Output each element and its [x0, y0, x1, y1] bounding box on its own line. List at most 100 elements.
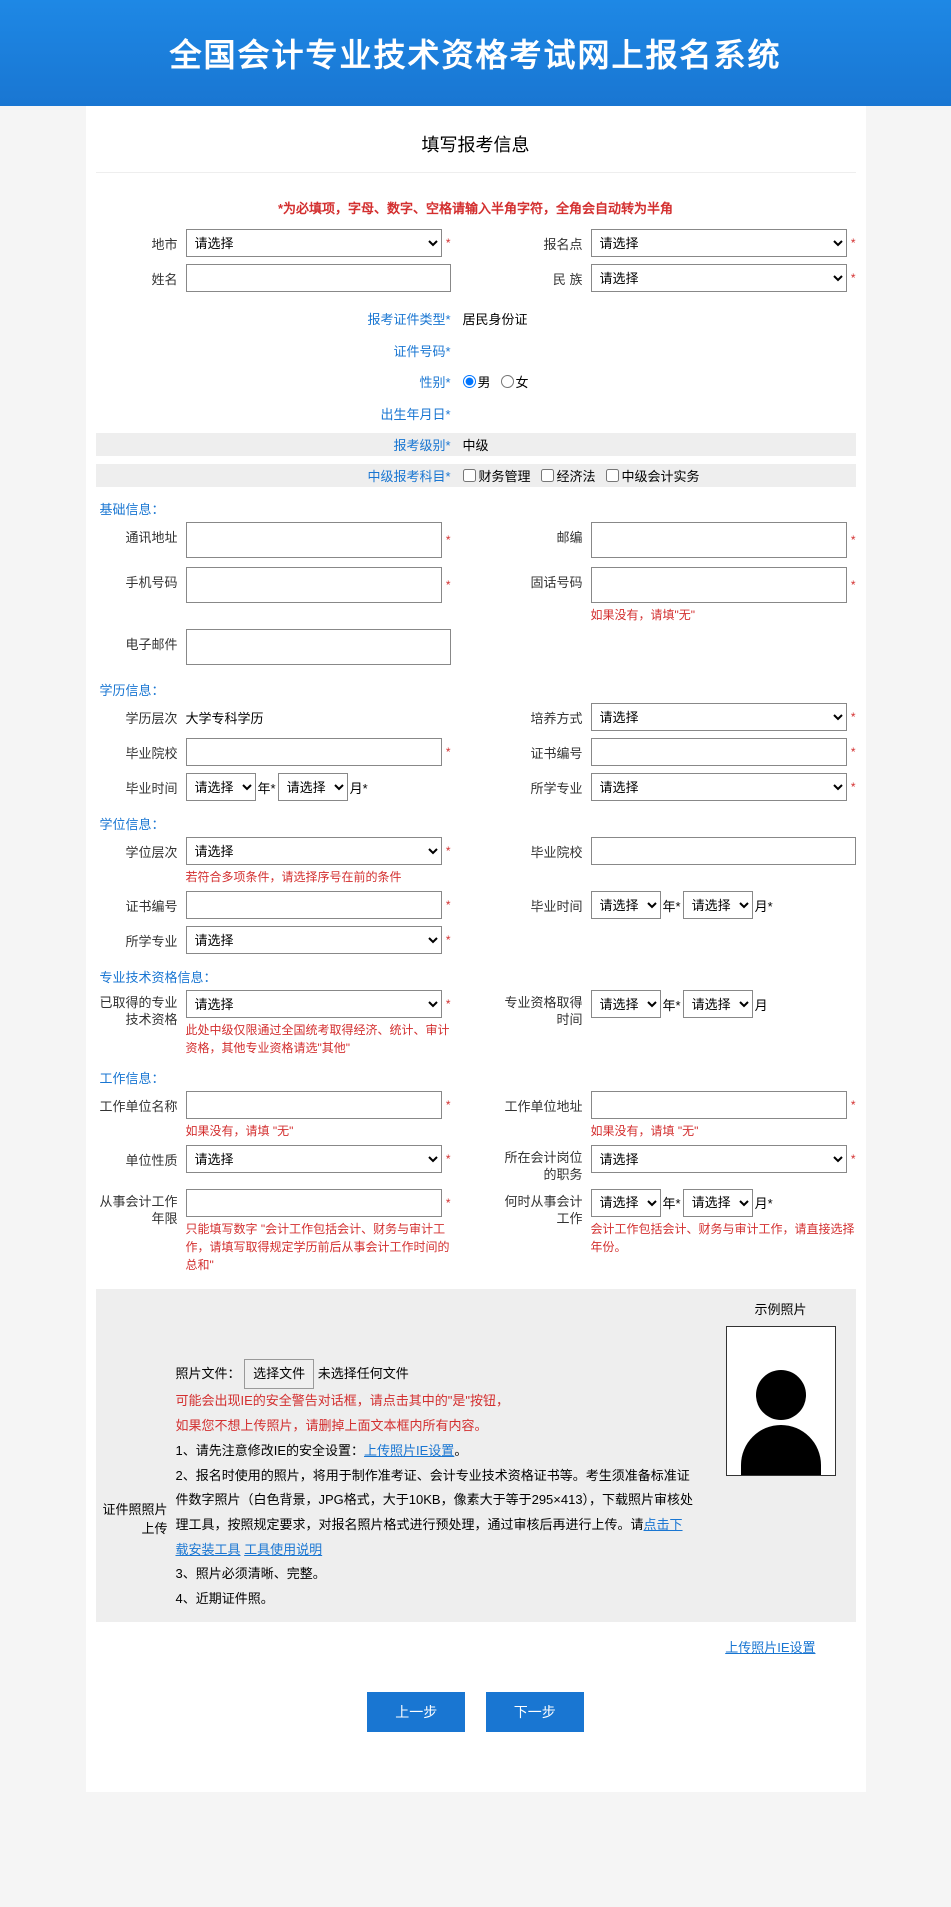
- label-idtype: 报考证件类型*: [104, 309, 459, 328]
- req: *: [446, 997, 451, 1011]
- select-obtained[interactable]: 请选择: [186, 990, 442, 1018]
- label-landline: 固话号码: [501, 567, 591, 591]
- req: *: [851, 578, 856, 592]
- select-position[interactable]: 请选择: [591, 1145, 847, 1173]
- note-deglevel: 若符合多项条件，请选择序号在前的条件: [186, 868, 451, 886]
- value-idtype: 居民身份证: [459, 309, 528, 328]
- label-birth: 出生年月日*: [104, 404, 459, 423]
- note-obtained: 此处中级仅限通过全国统考取得经济、统计、审计资格，其他专业资格请选"其他": [186, 1021, 451, 1057]
- req: *: [446, 533, 451, 547]
- input-school[interactable]: [186, 738, 442, 766]
- label-mobile: 手机号码: [96, 567, 186, 591]
- radio-male[interactable]: [463, 375, 476, 388]
- req: *: [446, 933, 451, 947]
- cb-s3[interactable]: [606, 469, 619, 482]
- label-worknature: 单位性质: [96, 1145, 186, 1169]
- select-degyear[interactable]: 请选择: [591, 891, 661, 919]
- top-hint: *为必填项，字母、数字、空格请输入半角字符，全角会自动转为半角: [96, 173, 856, 229]
- input-degcert[interactable]: [186, 891, 442, 919]
- value-level: 中级: [459, 435, 489, 454]
- select-major[interactable]: 请选择: [591, 773, 847, 801]
- cb-s2[interactable]: [541, 469, 554, 482]
- radio-female[interactable]: [501, 375, 514, 388]
- req: *: [851, 533, 856, 547]
- input-degschool[interactable]: [591, 837, 856, 865]
- value-edulevel: 大学专科学历: [186, 703, 451, 727]
- select-grad-month[interactable]: 请选择: [278, 773, 348, 801]
- label-city: 地市: [96, 229, 186, 253]
- radio-female-wrap[interactable]: 女: [501, 372, 529, 391]
- label-ethnic: 民 族: [501, 264, 591, 288]
- prev-button[interactable]: 上一步: [367, 1692, 465, 1732]
- req: *: [851, 236, 856, 250]
- select-deglevel[interactable]: 请选择: [186, 837, 442, 865]
- select-traintype[interactable]: 请选择: [591, 703, 847, 731]
- label-postcode: 邮编: [501, 522, 591, 546]
- choose-file-button[interactable]: 选择文件: [244, 1359, 314, 1390]
- select-promonth[interactable]: 请选择: [683, 990, 753, 1018]
- section-pro: 专业技术资格信息：: [96, 961, 856, 990]
- select-degmajor[interactable]: 请选择: [186, 926, 442, 954]
- label-edulevel: 学历层次: [96, 703, 186, 727]
- req: *: [446, 236, 451, 250]
- section-edu: 学历信息：: [96, 674, 856, 703]
- label-degcert: 证书编号: [96, 891, 186, 915]
- input-mobile[interactable]: [186, 567, 442, 603]
- select-since-year[interactable]: 请选择: [591, 1189, 661, 1217]
- req: *: [446, 745, 451, 759]
- next-button[interactable]: 下一步: [486, 1692, 584, 1732]
- radio-male-wrap[interactable]: 男: [463, 372, 491, 391]
- select-worknature[interactable]: 请选择: [186, 1145, 442, 1173]
- select-grad-year[interactable]: 请选择: [186, 773, 256, 801]
- label-subjects: 中级报考科目*: [104, 466, 459, 485]
- input-addr[interactable]: [186, 522, 442, 558]
- cb-s1-wrap[interactable]: 财务管理: [463, 466, 531, 485]
- link-tool-guide[interactable]: 工具使用说明: [244, 1542, 322, 1557]
- input-workname[interactable]: [186, 1091, 442, 1119]
- label-traintype: 培养方式: [501, 703, 591, 727]
- label-years: 从事会计工作年限: [96, 1189, 186, 1228]
- input-name[interactable]: [186, 264, 451, 292]
- link-ie-settings-2[interactable]: 上传照片IE设置: [725, 1640, 815, 1655]
- select-site[interactable]: 请选择: [591, 229, 847, 257]
- cb-s3-wrap[interactable]: 中级会计实务: [606, 466, 700, 485]
- file-label: 照片文件：: [176, 1366, 241, 1381]
- label-name: 姓名: [96, 264, 186, 288]
- note-since: 会计工作包括会计、财务与审计工作，请直接选择年份。: [591, 1220, 856, 1256]
- label-obtained: 已取得的专业技术资格: [96, 990, 186, 1029]
- label-idnum: 证件号码*: [104, 341, 459, 360]
- label-email: 电子邮件: [96, 629, 186, 653]
- input-workaddr[interactable]: [591, 1091, 847, 1119]
- req: *: [851, 271, 856, 285]
- label-protime: 专业资格取得时间: [501, 990, 591, 1029]
- req: *: [851, 1152, 856, 1166]
- label-workaddr: 工作单位地址: [501, 1091, 591, 1115]
- link-ie-settings-1[interactable]: 上传照片IE设置: [364, 1443, 454, 1458]
- select-proyear[interactable]: 请选择: [591, 990, 661, 1018]
- section-basic: 基础信息：: [96, 493, 856, 522]
- note-workaddr: 如果没有，请填 "无": [591, 1122, 856, 1140]
- select-since-month[interactable]: 请选择: [683, 1189, 753, 1217]
- select-degmonth[interactable]: 请选择: [683, 891, 753, 919]
- label-addr: 通讯地址: [96, 522, 186, 546]
- cb-s1[interactable]: [463, 469, 476, 482]
- input-certno[interactable]: [591, 738, 847, 766]
- req: *: [851, 710, 856, 724]
- input-years[interactable]: [186, 1189, 442, 1217]
- select-city[interactable]: 请选择: [186, 229, 442, 257]
- label-degtime: 毕业时间: [501, 891, 591, 915]
- label-major: 所学专业: [501, 773, 591, 797]
- select-ethnic[interactable]: 请选择: [591, 264, 847, 292]
- sample-photo: [726, 1326, 836, 1476]
- input-email[interactable]: [186, 629, 451, 665]
- form-container: 填写报考信息 *为必填项，字母、数字、空格请输入半角字符，全角会自动转为半角 地…: [86, 106, 866, 1792]
- label-gender: 性别*: [104, 372, 459, 391]
- req: *: [446, 578, 451, 592]
- note-years: 只能填写数字 "会计工作包括会计、财务与审计工作，请填写取得规定学历前后从事会计…: [186, 1220, 451, 1274]
- input-postcode[interactable]: [591, 522, 847, 558]
- cb-s2-wrap[interactable]: 经济法: [541, 466, 596, 485]
- value-birth: [459, 403, 559, 423]
- input-landline[interactable]: [591, 567, 847, 603]
- note-workname: 如果没有，请填 "无": [186, 1122, 451, 1140]
- photo-section: 证件照照片上传 照片文件： 选择文件 未选择任何文件 可能会出现IE的安全警告对…: [96, 1289, 856, 1622]
